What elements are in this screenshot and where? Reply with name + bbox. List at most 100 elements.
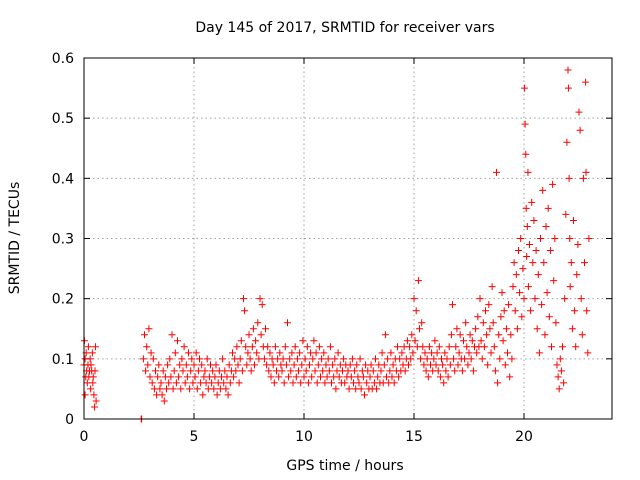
data-point	[235, 379, 243, 387]
data-point	[171, 349, 179, 357]
data-point	[164, 361, 172, 369]
data-point	[168, 331, 176, 339]
data-point	[378, 349, 386, 357]
data-point	[554, 373, 562, 381]
y-axis-label: SRMTID / TECUs	[7, 182, 23, 295]
data-point	[251, 361, 258, 369]
data-point	[545, 313, 553, 321]
data-point	[480, 343, 488, 351]
data-point	[309, 355, 317, 363]
data-point	[91, 343, 99, 351]
data-point	[394, 343, 401, 351]
data-point	[266, 349, 274, 357]
data-point	[449, 301, 456, 309]
data-point	[504, 349, 511, 357]
data-point	[559, 343, 566, 351]
data-point	[445, 343, 453, 351]
data-point	[180, 343, 188, 351]
data-point	[532, 247, 540, 255]
data-point	[174, 337, 181, 345]
data-point	[286, 355, 294, 363]
data-point	[461, 355, 469, 363]
data-point	[522, 204, 530, 212]
data-point	[499, 337, 507, 345]
data-point	[533, 325, 541, 333]
data-point	[256, 295, 264, 303]
data-point	[315, 343, 323, 351]
data-point	[495, 331, 503, 339]
data-point	[91, 403, 99, 411]
data-point	[285, 373, 293, 381]
data-point	[178, 355, 186, 363]
data-point	[388, 373, 396, 381]
data-point	[486, 325, 494, 333]
data-point	[229, 349, 236, 357]
data-point	[543, 289, 551, 297]
data-point	[506, 373, 514, 381]
data-point	[407, 355, 415, 363]
data-point	[565, 174, 573, 182]
data-point	[501, 361, 509, 369]
data-point	[242, 343, 250, 351]
data-point	[412, 307, 420, 315]
data-point	[570, 216, 577, 224]
data-point	[325, 367, 333, 375]
data-point	[508, 355, 516, 363]
data-point	[297, 379, 305, 387]
data-point	[530, 216, 538, 224]
data-point	[163, 385, 170, 393]
data-point	[542, 222, 550, 230]
data-point	[262, 325, 269, 333]
data-point	[452, 343, 460, 351]
data-point	[507, 331, 515, 339]
data-point	[460, 337, 467, 345]
data-point	[301, 355, 309, 363]
data-point	[247, 367, 255, 375]
data-point	[557, 367, 565, 375]
data-point	[422, 367, 430, 375]
data-point	[479, 319, 487, 327]
data-point	[299, 337, 307, 345]
data-point	[571, 307, 579, 315]
data-point	[232, 367, 240, 375]
data-point	[535, 349, 543, 357]
data-point	[196, 355, 203, 363]
data-point	[248, 343, 256, 351]
data-point	[145, 325, 153, 333]
data-point	[528, 198, 536, 206]
data-point	[144, 361, 152, 369]
data-point	[540, 259, 548, 267]
data-point	[281, 343, 289, 351]
data-point	[520, 84, 528, 92]
data-point	[253, 349, 261, 357]
data-point	[374, 373, 382, 381]
data-point	[418, 319, 426, 327]
data-point	[363, 379, 371, 387]
data-point	[497, 313, 505, 321]
data-point	[463, 343, 471, 351]
data-point	[186, 385, 194, 393]
data-point	[194, 367, 202, 375]
data-point	[577, 295, 585, 303]
data-point	[478, 355, 486, 363]
data-point	[526, 241, 533, 249]
data-point	[585, 235, 593, 242]
data-point	[269, 361, 277, 369]
data-point	[401, 367, 409, 375]
data-point	[179, 367, 187, 375]
data-point	[212, 361, 220, 369]
data-point	[142, 367, 150, 375]
data-point	[181, 379, 189, 387]
data-point	[511, 307, 519, 315]
data-point	[293, 355, 301, 363]
data-point	[505, 301, 513, 309]
data-point	[193, 385, 201, 393]
data-point	[561, 295, 569, 303]
data-point	[270, 379, 278, 387]
data-point	[167, 373, 175, 381]
data-point	[219, 355, 227, 363]
data-point	[346, 361, 354, 369]
data-point	[424, 373, 432, 381]
data-point	[312, 349, 320, 357]
